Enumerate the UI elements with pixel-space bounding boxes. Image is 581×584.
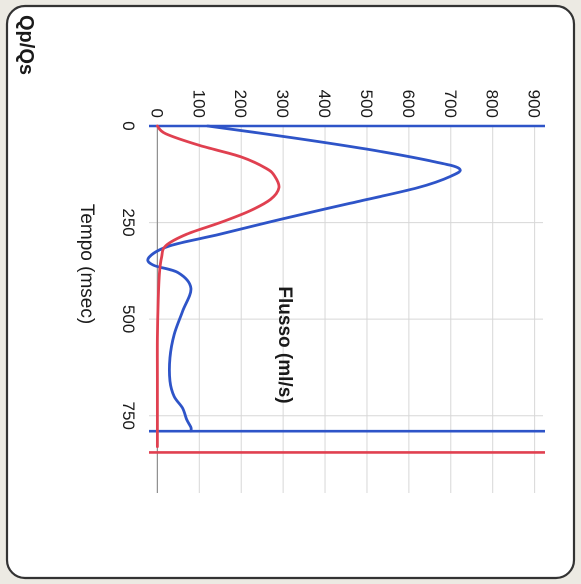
- y-tick-label: 600: [399, 90, 418, 118]
- y-tick-label: 500: [357, 90, 376, 118]
- y-tick-label: 300: [273, 90, 292, 118]
- y-tick-label: 400: [315, 90, 334, 118]
- rotated-plot: Qp/Qs Flusso (ml/s) Tempo (msec) 0 100 200…: [15, 15, 545, 493]
- x-tick-label: 500: [119, 305, 138, 333]
- y-tick-label: 700: [441, 90, 460, 118]
- y-tick-label: 100: [189, 90, 208, 118]
- x-tick-label: 250: [119, 208, 138, 236]
- y-tick-label: 0: [147, 109, 166, 118]
- x-tick-label: 750: [119, 402, 138, 430]
- chart-frame: [5, 4, 576, 580]
- label-layer: Qp/Qs Flusso (ml/s) Tempo (msec) 0 100 200…: [15, 15, 544, 430]
- chart-title: Qp/Qs: [15, 15, 37, 75]
- y-tick-label: 800: [483, 90, 502, 118]
- y-tick-label: 900: [525, 90, 544, 118]
- line-layer: [146, 124, 545, 454]
- x-axis-title: Tempo (msec): [76, 204, 97, 324]
- x-tick-label: 0: [119, 121, 138, 130]
- series-line-2: [155, 124, 281, 449]
- series-line-1: [146, 124, 462, 433]
- y-tick-label: 200: [231, 90, 250, 118]
- y-axis-title: Flusso (ml/s): [274, 286, 295, 403]
